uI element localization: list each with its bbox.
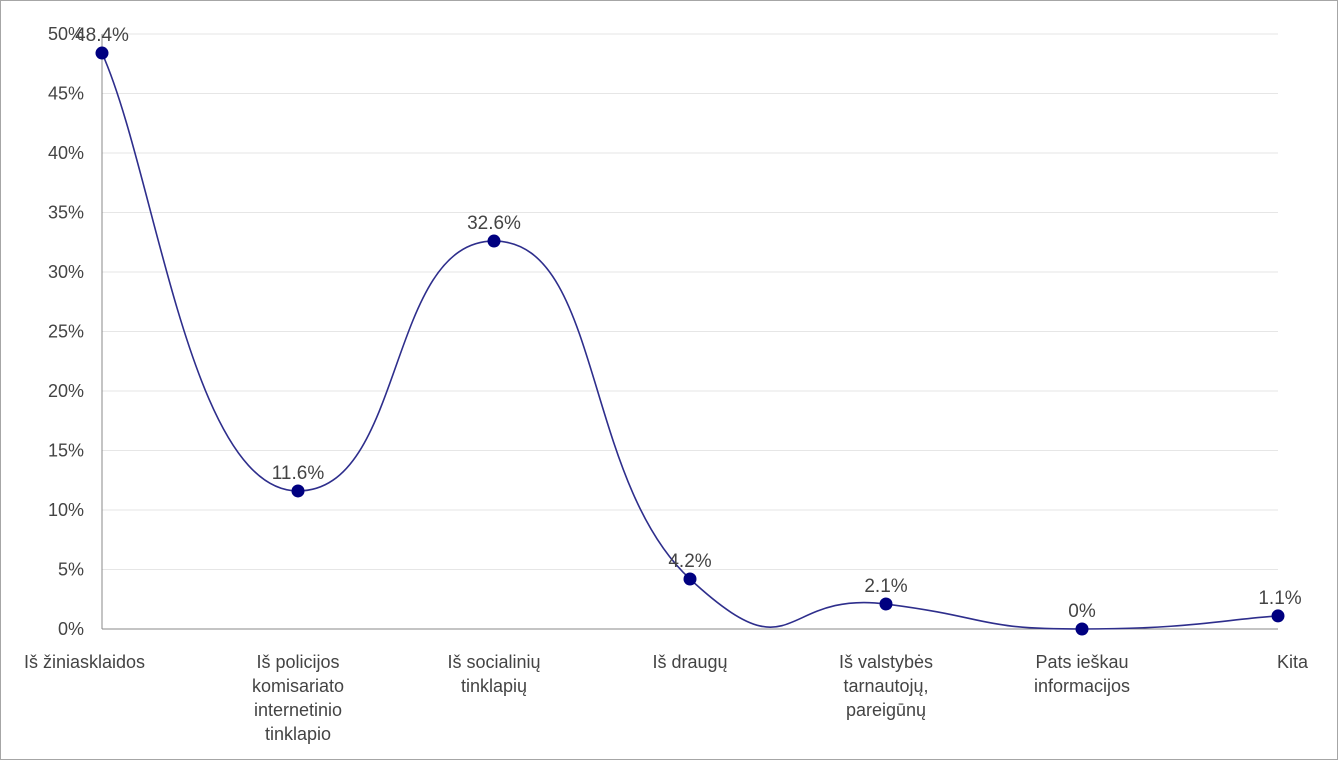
series-line (101, 52, 1279, 630)
x-category-label-3: Iš draugų (652, 652, 727, 672)
data-point-1 (291, 484, 305, 498)
y-tick-label-45: 45% (48, 84, 84, 104)
data-label-6: 1.1% (1258, 588, 1301, 609)
data-point-6 (1271, 609, 1285, 623)
x-category-label-5: Pats ieškau informacijos (1034, 652, 1130, 696)
data-label-1: 11.6% (272, 463, 325, 484)
grid-layer (102, 33, 1278, 570)
y-tick-label-15: 15% (48, 441, 84, 461)
data-label-3: 4.2% (668, 551, 711, 572)
data-point-0 (95, 46, 109, 60)
x-category-labels: Iš žiniasklaidos Iš policijos komisariato i… (24, 652, 1309, 744)
y-tick-label-35: 35% (48, 203, 84, 223)
y-tick-label-50: 50% (48, 24, 84, 44)
data-labels: 48.4% 11.6% 32.6% 4.2% 2.1% 0% 1.1% (75, 25, 1302, 622)
y-tick-labels: 0% 5% 10% 15% 20% 25% 30% 35% 40% 45% 50% (48, 24, 84, 639)
x-category-label-6: Kita (1277, 652, 1309, 672)
data-label-4: 2.1% (864, 576, 907, 597)
y-tick-label-5: 5% (58, 560, 84, 580)
x-category-label-0: Iš žiniasklaidos (24, 652, 145, 672)
y-tick-label-0: 0% (58, 619, 84, 639)
data-label-5: 0% (1068, 601, 1096, 622)
data-point-2 (487, 234, 501, 248)
x-category-label-4: Iš valstybės tarnautojų, pareigūnų (839, 652, 933, 720)
data-point-3 (683, 572, 697, 586)
y-tick-label-40: 40% (48, 143, 84, 163)
x-category-label-2: Iš socialinių tinklapių (447, 652, 540, 696)
y-tick-label-25: 25% (48, 322, 84, 342)
x-category-label-1: Iš policijos komisariato internetinio tinkl… (252, 652, 344, 744)
y-tick-label-10: 10% (48, 500, 84, 520)
y-tick-label-30: 30% (48, 262, 84, 282)
y-tick-label-20: 20% (48, 381, 84, 401)
data-label-0: 48.4% (75, 25, 129, 46)
data-point-5 (1075, 622, 1089, 636)
data-points (95, 46, 1285, 636)
data-label-2: 32.6% (467, 213, 521, 234)
series-layer (101, 52, 1279, 630)
data-point-4 (879, 597, 893, 611)
